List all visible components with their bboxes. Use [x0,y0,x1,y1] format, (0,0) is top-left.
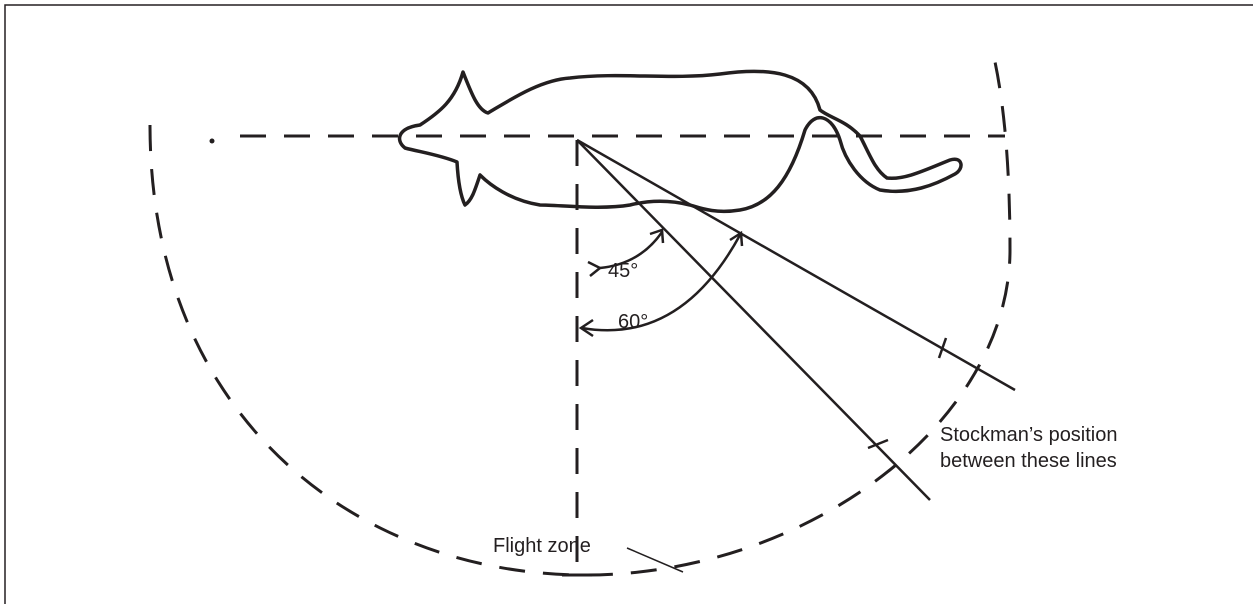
flight-zone-label: Flight zone [493,535,591,557]
angle-label-60: 60° [618,311,648,333]
flight-zone-boundary [148,61,1012,577]
arrowhead-60-right [729,230,744,247]
tick-60-line [937,337,948,359]
arc-45 [599,231,664,270]
frame-border [4,4,1253,604]
arrowhead-60-left [578,318,594,338]
tick-45-line [867,438,889,450]
arc-60 [581,234,742,332]
flight-zone-leader-line [626,547,684,573]
arrowhead-45-right [649,228,665,244]
arrowhead-45-left [587,260,603,277]
angle-label-45: 45° [608,260,638,282]
eye-icon [209,138,215,144]
stockman-label-line2: between these lines [940,450,1117,472]
cow-outline-icon [397,69,963,214]
stockman-label-line1: Stockman’s position [940,424,1118,446]
line-45-degree [576,139,931,501]
